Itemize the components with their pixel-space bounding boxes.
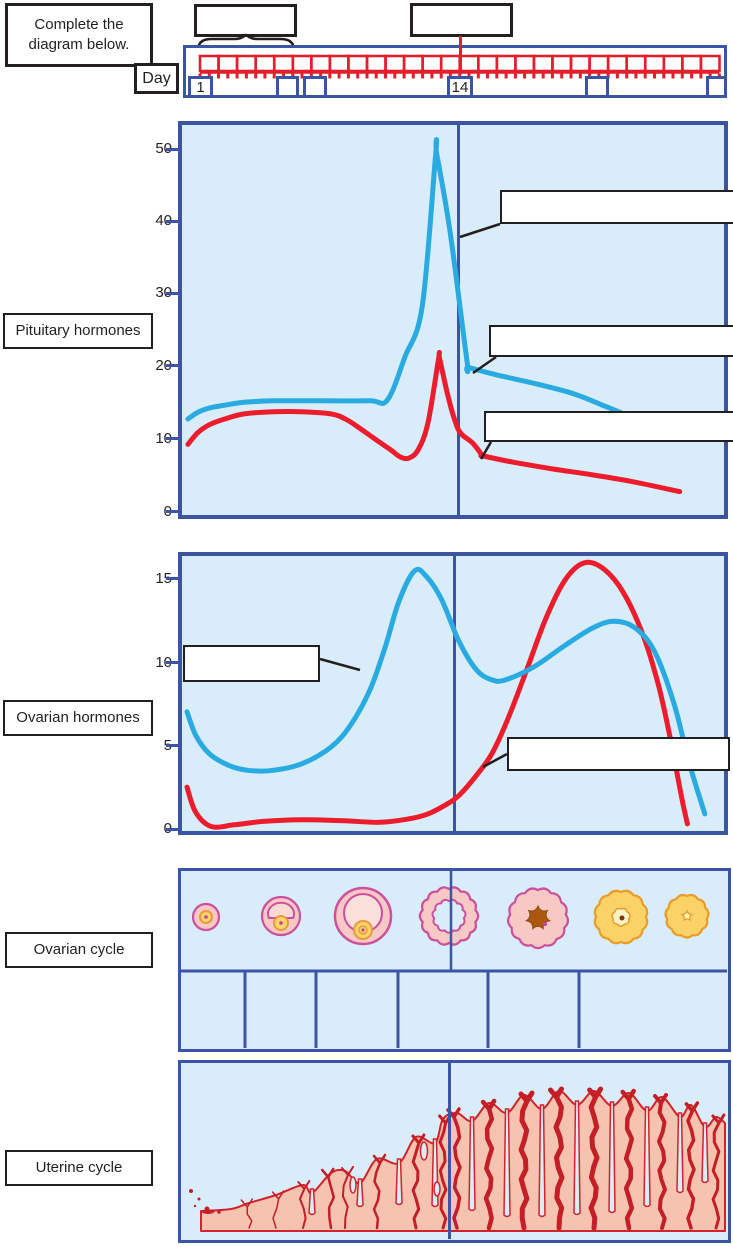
- red-curve-callout-box[interactable]: [484, 411, 733, 442]
- y-tick-20: 20: [155, 357, 172, 374]
- y-tick-50: 50: [155, 140, 172, 157]
- primary-follicle-icon: [191, 902, 221, 932]
- ovarian-answer-cell-5[interactable]: [490, 973, 577, 1045]
- callout-leader: [472, 355, 497, 375]
- ovarian-curves: [184, 559, 708, 830]
- callout-leader: [459, 222, 501, 239]
- day-cell-blank-a[interactable]: [276, 76, 299, 98]
- day-cell-14: 14: [447, 76, 473, 98]
- ovarian-hormones-label: Ovarian hormones: [3, 700, 153, 736]
- degenerating-corpus-luteum-icon: [664, 893, 710, 939]
- instruction-text: Complete the diagram below.: [28, 15, 130, 53]
- day-strip: [198, 54, 721, 79]
- answer-cell-grid: [181, 969, 727, 1048]
- ovarian-cycle-label: Ovarian cycle: [5, 932, 153, 968]
- y-tick-10: 10: [155, 430, 172, 447]
- endometrium-drawing: [189, 1086, 726, 1232]
- ovarian-answer-cell-2[interactable]: [247, 973, 314, 1045]
- red-curve: [185, 350, 683, 495]
- day-cell-blank-c[interactable]: [585, 76, 609, 98]
- gland-holes: [349, 1141, 441, 1197]
- ovulation-ruptured-follicle-icon: [418, 886, 480, 946]
- ovarian-cycle-drawing: [181, 871, 727, 1048]
- y-tick-15: 15: [155, 570, 172, 587]
- callout-leader: [319, 657, 361, 672]
- blue-curve: [185, 137, 626, 422]
- ovarian-answer-cell-3[interactable]: [318, 973, 396, 1045]
- instruction-box: Complete the diagram below.: [5, 3, 153, 67]
- brace-icon: [196, 33, 296, 51]
- pituitary-curves: [185, 137, 683, 495]
- ovarian-answer-cell-4[interactable]: [400, 973, 486, 1045]
- blood-vessels: [240, 1086, 726, 1231]
- early-corpus-luteum-icon: [506, 887, 570, 950]
- corpus-luteum-icon: [593, 889, 649, 945]
- day-label-box: Day: [134, 63, 179, 94]
- blue-curve: [184, 566, 708, 817]
- blue-curve-callout-box[interactable]: [489, 325, 733, 357]
- progesterone-callout-box[interactable]: [507, 737, 730, 771]
- ovarian-hormones-chart: [178, 552, 730, 835]
- day14-marker-line: [448, 1063, 451, 1239]
- lh-surge-callout-box[interactable]: [500, 190, 733, 224]
- uterine-cycle-label: Uterine cycle: [5, 1150, 153, 1186]
- day-cell-blank-b[interactable]: [303, 76, 327, 98]
- uterine-cycle-panel: [178, 1060, 731, 1243]
- red-curve: [184, 559, 690, 830]
- day14-marker-line: [457, 125, 460, 515]
- ovarian-answer-cell-1[interactable]: [183, 973, 243, 1045]
- pituitary-hormones-label: Pituitary hormones: [3, 313, 153, 349]
- pituitary-hormones-chart: [178, 121, 733, 519]
- gland-slits: [308, 1100, 709, 1218]
- callout-leader: [479, 441, 493, 460]
- mature-follicle-icon: [333, 886, 393, 946]
- secondary-follicle-icon: [260, 895, 302, 937]
- ovarian-answer-cell-6[interactable]: [581, 973, 725, 1045]
- y-tick-40: 40: [155, 212, 172, 229]
- ovarian-cycle-panel: [178, 868, 731, 1052]
- callout-leader: [482, 752, 508, 769]
- ovulation-pointer-line: [459, 36, 462, 74]
- day-ruler: [183, 45, 727, 98]
- y-tick-10: 10: [155, 654, 172, 671]
- menstruation-answer-box[interactable]: [194, 4, 297, 37]
- oestrogen-callout-box[interactable]: [183, 645, 320, 682]
- ovulation-answer-box[interactable]: [410, 3, 513, 37]
- day-label: Day: [142, 69, 171, 87]
- day-cell-blank-d[interactable]: [706, 76, 727, 98]
- day-cell-1: 1: [188, 76, 213, 98]
- day14-marker-line: [453, 556, 456, 831]
- menstrual-blood-droplets: [189, 1189, 221, 1214]
- y-tick-30: 30: [155, 284, 172, 301]
